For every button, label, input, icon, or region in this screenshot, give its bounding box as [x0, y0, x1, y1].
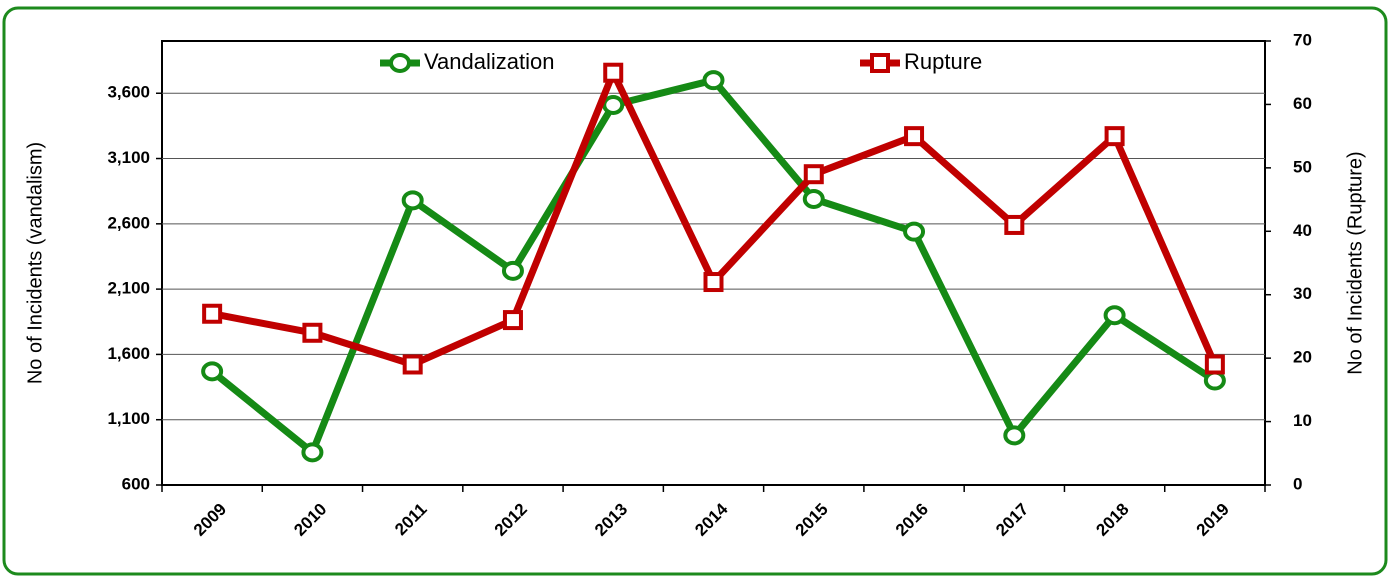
point-marker [702, 70, 725, 91]
point-marker [202, 303, 223, 324]
point-marker [802, 189, 825, 210]
point-marker [201, 361, 224, 382]
y2-tick-label: 30 [1293, 284, 1312, 303]
legend-marker [389, 53, 411, 73]
y2-tick-label: 10 [1293, 411, 1312, 430]
y-tick-label: 1,100 [107, 409, 150, 428]
legend-label: Rupture [904, 49, 982, 74]
y2-tick-label: 40 [1293, 221, 1312, 240]
y2-tick-label: 70 [1293, 30, 1312, 49]
point-marker [502, 310, 523, 331]
y-tick-label: 2,600 [107, 213, 150, 232]
point-marker [1203, 370, 1226, 391]
y-tick-label: 3,100 [107, 148, 150, 167]
point-marker [402, 354, 423, 375]
y2-tick-label: 50 [1293, 157, 1312, 176]
y-axis-label: No of Incidents (vandalism) [24, 142, 46, 384]
y2-tick-label: 60 [1293, 94, 1312, 113]
point-marker [1103, 305, 1126, 326]
y2-tick-label: 0 [1293, 474, 1302, 493]
frame [2, 6, 1388, 576]
point-marker [1004, 214, 1025, 235]
legend-label: Vandalization [424, 49, 554, 74]
point-marker [501, 260, 524, 281]
legend-marker [870, 53, 890, 73]
point-marker [703, 272, 724, 293]
point-marker [603, 62, 624, 83]
y-tick-label: 3,600 [107, 83, 150, 102]
point-marker [401, 190, 424, 211]
y-tick-label: 1,600 [107, 344, 150, 363]
point-marker [903, 221, 926, 242]
y2-axis-label: No of Incidents (Rupture) [1344, 151, 1366, 374]
point-marker [1104, 126, 1125, 147]
y-tick-label: 600 [122, 474, 150, 493]
y2-tick-label: 20 [1293, 348, 1312, 367]
point-marker [602, 94, 625, 115]
point-marker [904, 126, 925, 147]
point-marker [803, 164, 824, 185]
point-marker [302, 322, 323, 343]
point-marker [1003, 425, 1026, 446]
plot-area [161, 40, 1266, 486]
y-tick-label: 2,100 [107, 279, 150, 298]
point-marker [301, 442, 324, 463]
point-marker [1204, 354, 1225, 375]
